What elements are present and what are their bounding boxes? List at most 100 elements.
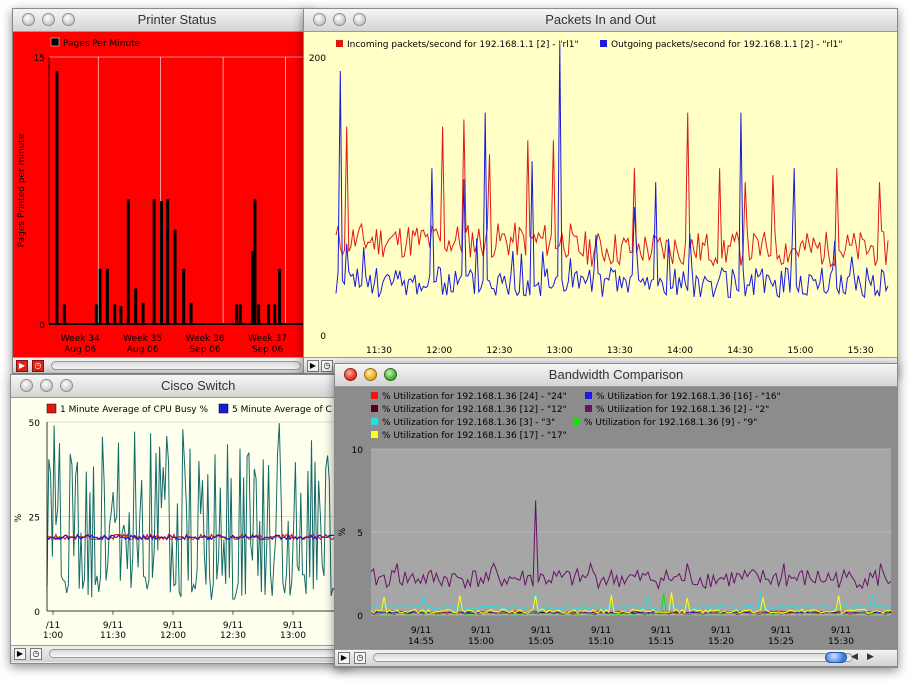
legend-swatch bbox=[371, 431, 378, 438]
x-tick-label: 1:00 bbox=[43, 631, 63, 641]
scroll-thumb[interactable] bbox=[825, 652, 847, 663]
legend-label: % Utilization for 192.168.1.36 [9] - "9" bbox=[584, 418, 757, 428]
x-tick-label: Week 37 bbox=[248, 334, 287, 344]
cpu-trace-line bbox=[46, 423, 350, 600]
y-axis-label: % bbox=[14, 513, 24, 522]
legend-swatch bbox=[600, 40, 607, 47]
window-title: Printer Status bbox=[137, 12, 217, 27]
x-tick-label: 9/11 bbox=[591, 626, 611, 636]
bar bbox=[189, 302, 193, 324]
scroll-track[interactable] bbox=[373, 653, 853, 662]
scroll-bar[interactable]: ▶ ◷ ◀ ▶ bbox=[335, 649, 897, 666]
x-tick-label: Week 34 bbox=[61, 334, 100, 344]
zoom-button[interactable] bbox=[60, 379, 73, 392]
series-line bbox=[335, 43, 889, 299]
legend-label: Outgoing packets/second for 192.168.1.1 … bbox=[611, 40, 843, 50]
y-axis-label: % bbox=[338, 527, 348, 536]
close-button[interactable] bbox=[313, 13, 326, 26]
close-button[interactable] bbox=[22, 13, 35, 26]
legend-label: % Utilization for 192.168.1.36 [17] - "1… bbox=[382, 431, 567, 441]
cisco-chart: 1 Minute Average of CPU Busy % 5 Minute A… bbox=[11, 398, 351, 645]
scroll-track[interactable] bbox=[51, 361, 301, 370]
packets-window: Packets In and Out Incoming packets/seco… bbox=[303, 8, 898, 374]
legend-label: Pages Per Minute bbox=[63, 39, 141, 49]
clock-button[interactable]: ◷ bbox=[354, 652, 366, 664]
x-tick-label: 13:00 bbox=[547, 346, 573, 356]
legend-swatch bbox=[46, 403, 57, 414]
series-line bbox=[370, 592, 892, 615]
minimize-button[interactable] bbox=[40, 379, 53, 392]
x-tick-label: 9/11 bbox=[411, 626, 431, 636]
bar bbox=[166, 199, 170, 324]
x-tick-label: 12:30 bbox=[486, 346, 512, 356]
bar bbox=[253, 199, 257, 324]
scroll-left-arrow[interactable]: ◀ bbox=[851, 652, 858, 662]
minimize-button[interactable] bbox=[364, 368, 377, 381]
x-tick-label: Aug 06 bbox=[64, 345, 96, 355]
window-title: Bandwidth Comparison bbox=[548, 367, 684, 382]
title-bar[interactable]: Cisco Switch bbox=[11, 375, 351, 398]
clock-button[interactable]: ◷ bbox=[321, 360, 333, 372]
y-tick-label: 15 bbox=[34, 54, 45, 64]
x-tick-label: 11:30 bbox=[366, 346, 392, 356]
chart-background bbox=[304, 32, 897, 357]
bar bbox=[160, 201, 164, 324]
x-tick-label: 9/11 bbox=[471, 626, 491, 636]
title-bar[interactable]: Printer Status bbox=[13, 9, 311, 32]
legend-label: 1 Minute Average of CPU Busy % bbox=[60, 405, 208, 415]
clock-button[interactable]: ◷ bbox=[30, 648, 42, 660]
play-button[interactable]: ▶ bbox=[338, 652, 350, 664]
bandwidth-window: Bandwidth Comparison % Utilization for 1… bbox=[334, 363, 898, 668]
zoom-button[interactable] bbox=[384, 368, 397, 381]
bar bbox=[141, 302, 145, 324]
packets-chart: Incoming packets/second for 192.168.1.1 … bbox=[304, 32, 897, 357]
series-line bbox=[370, 500, 892, 591]
bar bbox=[105, 268, 109, 324]
minimize-button[interactable] bbox=[42, 13, 55, 26]
y-tick-label: 10 bbox=[352, 446, 364, 456]
play-button[interactable]: ▶ bbox=[14, 648, 26, 660]
x-tick-label: 11:30 bbox=[100, 631, 126, 641]
bar bbox=[119, 306, 123, 324]
scroll-bar[interactable]: ▶ ◷ bbox=[13, 357, 311, 373]
x-tick-label: 13:30 bbox=[607, 346, 633, 356]
x-tick-label: 15:05 bbox=[528, 637, 554, 647]
zoom-button[interactable] bbox=[62, 13, 75, 26]
x-tick-label: 14:30 bbox=[727, 346, 753, 356]
scroll-track[interactable] bbox=[49, 649, 349, 658]
clock-button[interactable]: ◷ bbox=[32, 360, 44, 372]
legend-swatch bbox=[371, 392, 378, 399]
close-button[interactable] bbox=[344, 368, 357, 381]
series-line bbox=[46, 533, 350, 541]
play-button[interactable]: ▶ bbox=[16, 360, 28, 372]
zoom-button[interactable] bbox=[353, 13, 366, 26]
x-tick-label: 9/11 bbox=[531, 626, 551, 636]
x-tick-label: 15:25 bbox=[768, 637, 794, 647]
legend-swatch bbox=[371, 405, 378, 412]
bar bbox=[267, 304, 271, 324]
title-bar[interactable]: Packets In and Out bbox=[304, 9, 897, 32]
x-tick-label: 15:30 bbox=[828, 637, 854, 647]
x-tick-label: Week 36 bbox=[186, 334, 225, 344]
x-tick-label: 9/11 bbox=[103, 621, 123, 631]
title-bar[interactable]: Bandwidth Comparison bbox=[335, 364, 897, 387]
x-tick-label: 12:30 bbox=[220, 631, 246, 641]
scroll-bar[interactable]: ▶ ◷ bbox=[11, 645, 351, 662]
bar bbox=[55, 71, 59, 324]
legend-label: % Utilization for 192.168.1.36 [3] - "3" bbox=[382, 418, 555, 428]
scroll-right-arrow[interactable]: ▶ bbox=[867, 652, 874, 662]
x-tick-label: 9/11 bbox=[711, 626, 731, 636]
x-tick-label: Sep 06 bbox=[189, 345, 221, 355]
x-tick-label: 9/11 bbox=[771, 626, 791, 636]
bar bbox=[152, 199, 156, 324]
x-tick-label: 9/11 bbox=[831, 626, 851, 636]
bar bbox=[62, 304, 66, 324]
play-button[interactable]: ▶ bbox=[307, 360, 319, 372]
close-button[interactable] bbox=[20, 379, 33, 392]
bar bbox=[113, 304, 117, 324]
x-tick-label: Aug 06 bbox=[127, 345, 159, 355]
legend-label: Incoming packets/second for 192.168.1.1 … bbox=[347, 40, 579, 50]
minimize-button[interactable] bbox=[333, 13, 346, 26]
x-tick-label: 9/11 bbox=[283, 621, 303, 631]
x-tick-label: 15:10 bbox=[588, 637, 614, 647]
